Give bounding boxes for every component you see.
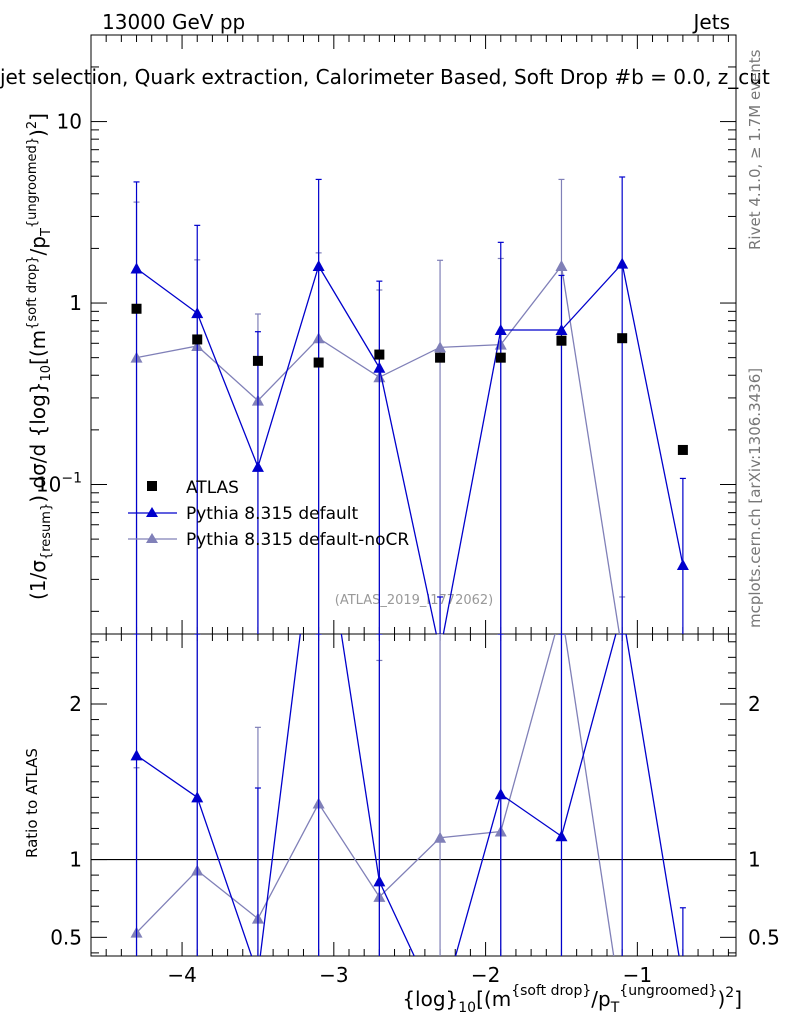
- default-ratio-point: [191, 791, 204, 803]
- default-main-point: [616, 257, 629, 269]
- atlas-point: [313, 357, 324, 368]
- y-tick-label: 2: [69, 692, 82, 716]
- atlas-point: [374, 349, 385, 360]
- default-ratio-point: [494, 788, 507, 800]
- mcplots-credit: mcplots.cern.ch [arXiv:1306.3436]: [746, 368, 764, 628]
- atlas-point: [677, 444, 688, 455]
- ratio-ylabel: Ratio to ATLAS: [23, 748, 41, 858]
- legend-label-default: Pythia 8.315 default: [186, 504, 359, 524]
- y-tick-label: 10: [57, 110, 82, 134]
- legend-marker-default: [146, 507, 158, 517]
- x-tick-label: −3: [319, 963, 348, 987]
- default-ratio-point: [555, 830, 568, 842]
- default-ratio-line: [136, 634, 680, 956]
- y-tick-label: 0.5: [50, 925, 82, 949]
- default-main-point: [494, 324, 507, 336]
- x-tick-label: −4: [167, 963, 196, 987]
- ratio-marks: [130, 634, 686, 980]
- legend-marker-atlas: [147, 481, 157, 491]
- category-label: Jets: [692, 10, 730, 34]
- ratio-axes: −4 −3 −2 −1 0.5 0.5 1 1 2 2: [50, 634, 780, 987]
- default-main-point: [251, 460, 264, 472]
- y-tick-label-right: 2: [748, 692, 761, 716]
- y-tick-label-right: 0.5: [748, 925, 780, 949]
- legend-label-atlas: ATLAS: [186, 478, 239, 498]
- main-axes: 10−1 1 10: [36, 34, 736, 634]
- default-main-point: [373, 361, 386, 373]
- legend: ATLAS Pythia 8.315 default Pythia 8.315 …: [128, 478, 409, 550]
- default-main-point: [191, 307, 204, 319]
- analysis-title: jet selection, Quark extraction, Calorim…: [0, 65, 770, 89]
- y-tick-label: 1: [69, 291, 82, 315]
- default-ratio-point: [373, 875, 386, 887]
- svg-text:(1/σ{resum}) dσ/d {log}10[(m{s: (1/σ{resum}) dσ/d {log}10[(m{soft drop}/…: [25, 113, 54, 600]
- svg-text:{log}10[(m{soft drop}/pT{ungro: {log}10[(m{soft drop}/pT{ungroomed})2]: [402, 983, 742, 1016]
- atlas-point: [556, 335, 567, 346]
- nocr-ratio-point: [434, 831, 447, 843]
- main-ylabel: (1/σ{resum}) dσ/d {log}10[(m{soft drop}/…: [25, 113, 54, 600]
- atlas-point: [131, 303, 142, 314]
- y-tick-label: 10−1: [36, 470, 82, 496]
- default-main-point: [312, 259, 325, 271]
- atlas-point: [192, 334, 203, 345]
- default-ratio-point: [252, 969, 264, 980]
- y-tick-label: 1: [69, 848, 82, 872]
- atlas-point: [495, 352, 506, 363]
- default-main-point: [676, 559, 689, 571]
- default-main-line: [136, 262, 684, 634]
- atlas-point: [252, 355, 263, 366]
- ratio-panel-frame: [90, 633, 737, 957]
- nocr-main-point: [555, 259, 568, 271]
- x-tick-label: −2: [471, 963, 500, 987]
- main-marks: [130, 176, 689, 634]
- default-main-point: [555, 324, 568, 336]
- analysis-id: (ATLAS_2019_I1772062): [335, 593, 493, 608]
- energy-label: 13000 GeV pp: [102, 10, 245, 34]
- rivet-version-label: Rivet 4.1.0, ≥ 1.7M events: [746, 49, 764, 250]
- x-tick-label: −1: [623, 963, 652, 987]
- legend-label-nocr: Pythia 8.315 default-noCR: [186, 530, 409, 550]
- atlas-point: [617, 333, 628, 344]
- nocr-main-point: [434, 341, 447, 353]
- default-main-point: [130, 262, 143, 274]
- y-tick-label-right: 1: [748, 848, 761, 872]
- legend-marker-nocr: [146, 533, 158, 543]
- default-ratio-point: [130, 749, 143, 761]
- atlas-point: [435, 352, 446, 363]
- x-axis-label: {log}10[(m{soft drop}/pT{ungroomed})2]: [402, 983, 742, 1016]
